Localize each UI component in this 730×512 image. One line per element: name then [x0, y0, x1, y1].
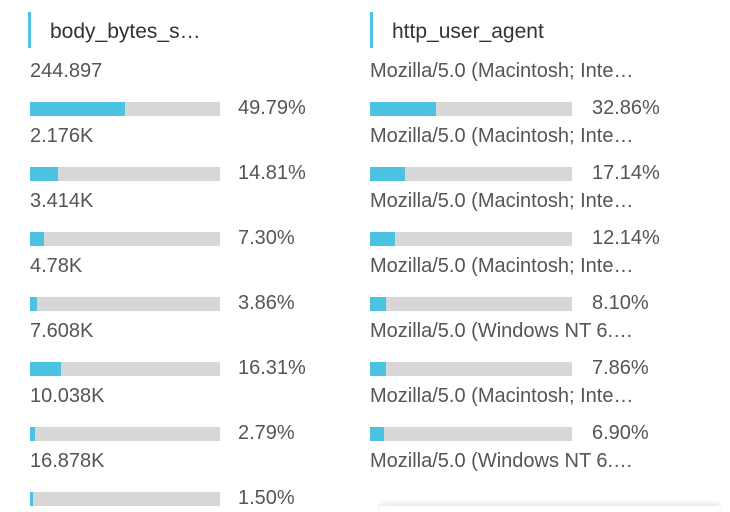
share-bar-fill — [30, 102, 125, 116]
header-accent-bar — [28, 12, 31, 48]
share-bar — [30, 102, 220, 116]
share-bar-fill — [30, 167, 59, 181]
row-label[interactable]: 10.038K — [30, 385, 105, 407]
share-bar — [370, 297, 572, 311]
percent-label: 7.86% — [592, 357, 649, 379]
percent-label: 16.31% — [238, 357, 306, 379]
row-label[interactable]: 244.897 — [30, 60, 103, 82]
share-bar — [370, 102, 572, 116]
percent-label: 17.14% — [592, 162, 660, 184]
percent-label: 12.14% — [592, 227, 660, 249]
row-label[interactable]: 2.176K — [30, 125, 94, 147]
row-label[interactable]: Mozilla/5.0 (Macintosh; Inte… — [370, 125, 634, 147]
share-bar-fill — [30, 362, 61, 376]
share-bar — [370, 362, 572, 376]
panel-title: body_bytes_s… — [50, 20, 201, 43]
percent-label: 14.81% — [238, 162, 306, 184]
row-label[interactable]: 16.878K — [30, 450, 105, 472]
percent-label: 2.79% — [238, 422, 295, 444]
share-bar — [370, 427, 572, 441]
share-bar — [30, 492, 220, 506]
row-label[interactable]: 4.78K — [30, 255, 83, 277]
percent-label: 3.86% — [238, 292, 295, 314]
percent-label: 32.86% — [592, 97, 660, 119]
share-bar-fill — [370, 297, 387, 311]
share-bar — [30, 297, 220, 311]
row-label[interactable]: 7.608K — [30, 320, 94, 342]
share-bar — [30, 167, 220, 181]
share-bar-fill — [30, 232, 44, 246]
card-edge-shadow — [380, 506, 720, 512]
share-bar — [30, 362, 220, 376]
percent-label: 7.30% — [238, 227, 295, 249]
percent-label: 6.90% — [592, 422, 649, 444]
panel-title: http_user_agent — [392, 20, 544, 43]
share-bar-fill — [370, 102, 437, 116]
share-bar-fill — [370, 362, 386, 376]
share-bar — [370, 167, 572, 181]
share-bar — [370, 232, 572, 246]
row-label[interactable]: Mozilla/5.0 (Macintosh; Inte… — [370, 255, 634, 277]
share-bar-fill — [370, 232, 395, 246]
row-label[interactable]: 3.414K — [30, 190, 94, 212]
percent-label: 49.79% — [238, 97, 306, 119]
share-bar — [30, 232, 220, 246]
row-label[interactable]: Mozilla/5.0 (Macintosh; Inte… — [370, 190, 634, 212]
row-label[interactable]: Mozilla/5.0 (Macintosh; Inte… — [370, 385, 634, 407]
row-label[interactable]: Mozilla/5.0 (Windows NT 6.… — [370, 450, 634, 472]
percent-label: 8.10% — [592, 292, 649, 314]
share-bar — [30, 427, 220, 441]
percent-label: 1.50% — [238, 487, 295, 509]
row-label[interactable]: Mozilla/5.0 (Windows NT 6.… — [370, 320, 634, 342]
share-bar-fill — [30, 297, 38, 311]
share-bar-fill — [30, 427, 36, 441]
header-accent-bar — [370, 12, 373, 48]
share-bar-fill — [370, 427, 384, 441]
row-label[interactable]: Mozilla/5.0 (Macintosh; Inte… — [370, 60, 634, 82]
share-bar-fill — [30, 492, 33, 506]
share-bar-fill — [370, 167, 405, 181]
